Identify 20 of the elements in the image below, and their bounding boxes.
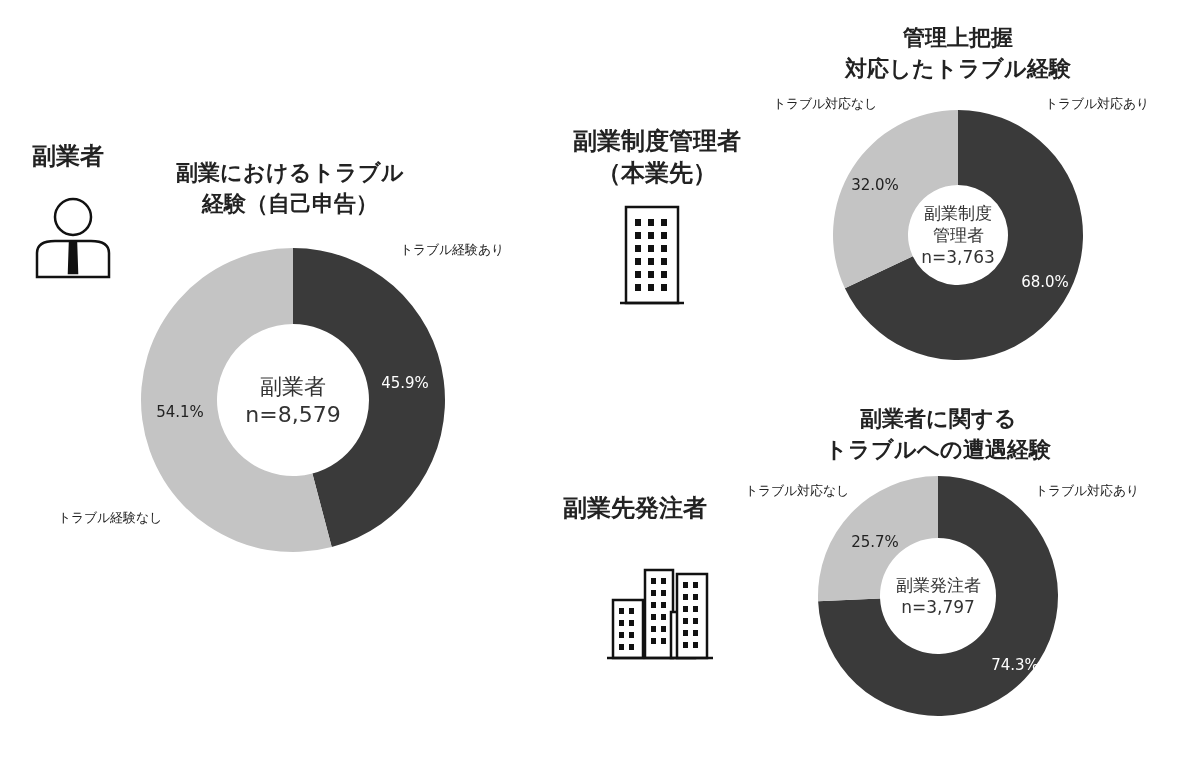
data-label: 54.1% <box>156 403 204 421</box>
chart-title: 副業におけるトラブル経験（自己申告） <box>176 159 404 216</box>
data-label: 32.0% <box>851 176 899 194</box>
text: 副業制度管理者（本業先） <box>573 125 741 187</box>
slice-label: トラブル対応なし <box>773 95 877 111</box>
data-label: 25.7% <box>851 533 899 551</box>
text: 副業者 n=8,579 <box>245 373 341 427</box>
text: 副業先発注者 <box>563 492 707 522</box>
slice-label: トラブル対応なし <box>745 482 849 498</box>
data-label: 45.9% <box>381 374 429 392</box>
text: 副業制度管理者 n=3,763 <box>921 202 995 268</box>
slice-label: トラブル経験なし <box>58 509 162 525</box>
data-label: 68.0% <box>1021 273 1069 291</box>
slice-label: トラブル対応あり <box>1045 95 1149 111</box>
chart-title: 副業者に関するトラブルへの遭遇経験 <box>825 405 1052 462</box>
slice-label: トラブル対応あり <box>1035 482 1139 498</box>
chart-title: 管理上把握対応したトラブル経験 <box>844 24 1072 81</box>
slice-label: トラブル経験あり <box>400 241 504 257</box>
text: 副業発注者 n=3,797 <box>895 574 981 618</box>
chart-subtitle: 副業者 <box>32 140 104 170</box>
